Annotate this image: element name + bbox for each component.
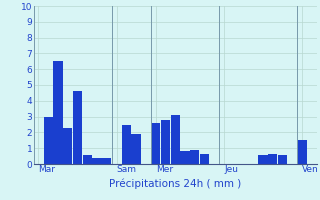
Bar bbox=[102, 158, 111, 164]
Bar bbox=[151, 123, 160, 164]
Bar bbox=[268, 154, 277, 164]
Bar bbox=[278, 155, 287, 164]
Bar bbox=[180, 151, 190, 164]
Bar bbox=[259, 155, 268, 164]
Bar bbox=[73, 91, 82, 164]
Bar bbox=[200, 154, 209, 164]
Bar bbox=[171, 115, 180, 164]
X-axis label: Précipitations 24h ( mm ): Précipitations 24h ( mm ) bbox=[109, 179, 241, 189]
Bar bbox=[161, 120, 170, 164]
Bar bbox=[92, 158, 102, 164]
Bar bbox=[190, 150, 199, 164]
Bar bbox=[53, 61, 63, 164]
Bar bbox=[132, 134, 141, 164]
Bar bbox=[298, 140, 307, 164]
Bar bbox=[83, 155, 92, 164]
Bar bbox=[63, 128, 72, 164]
Bar bbox=[122, 124, 131, 164]
Bar bbox=[44, 117, 53, 164]
